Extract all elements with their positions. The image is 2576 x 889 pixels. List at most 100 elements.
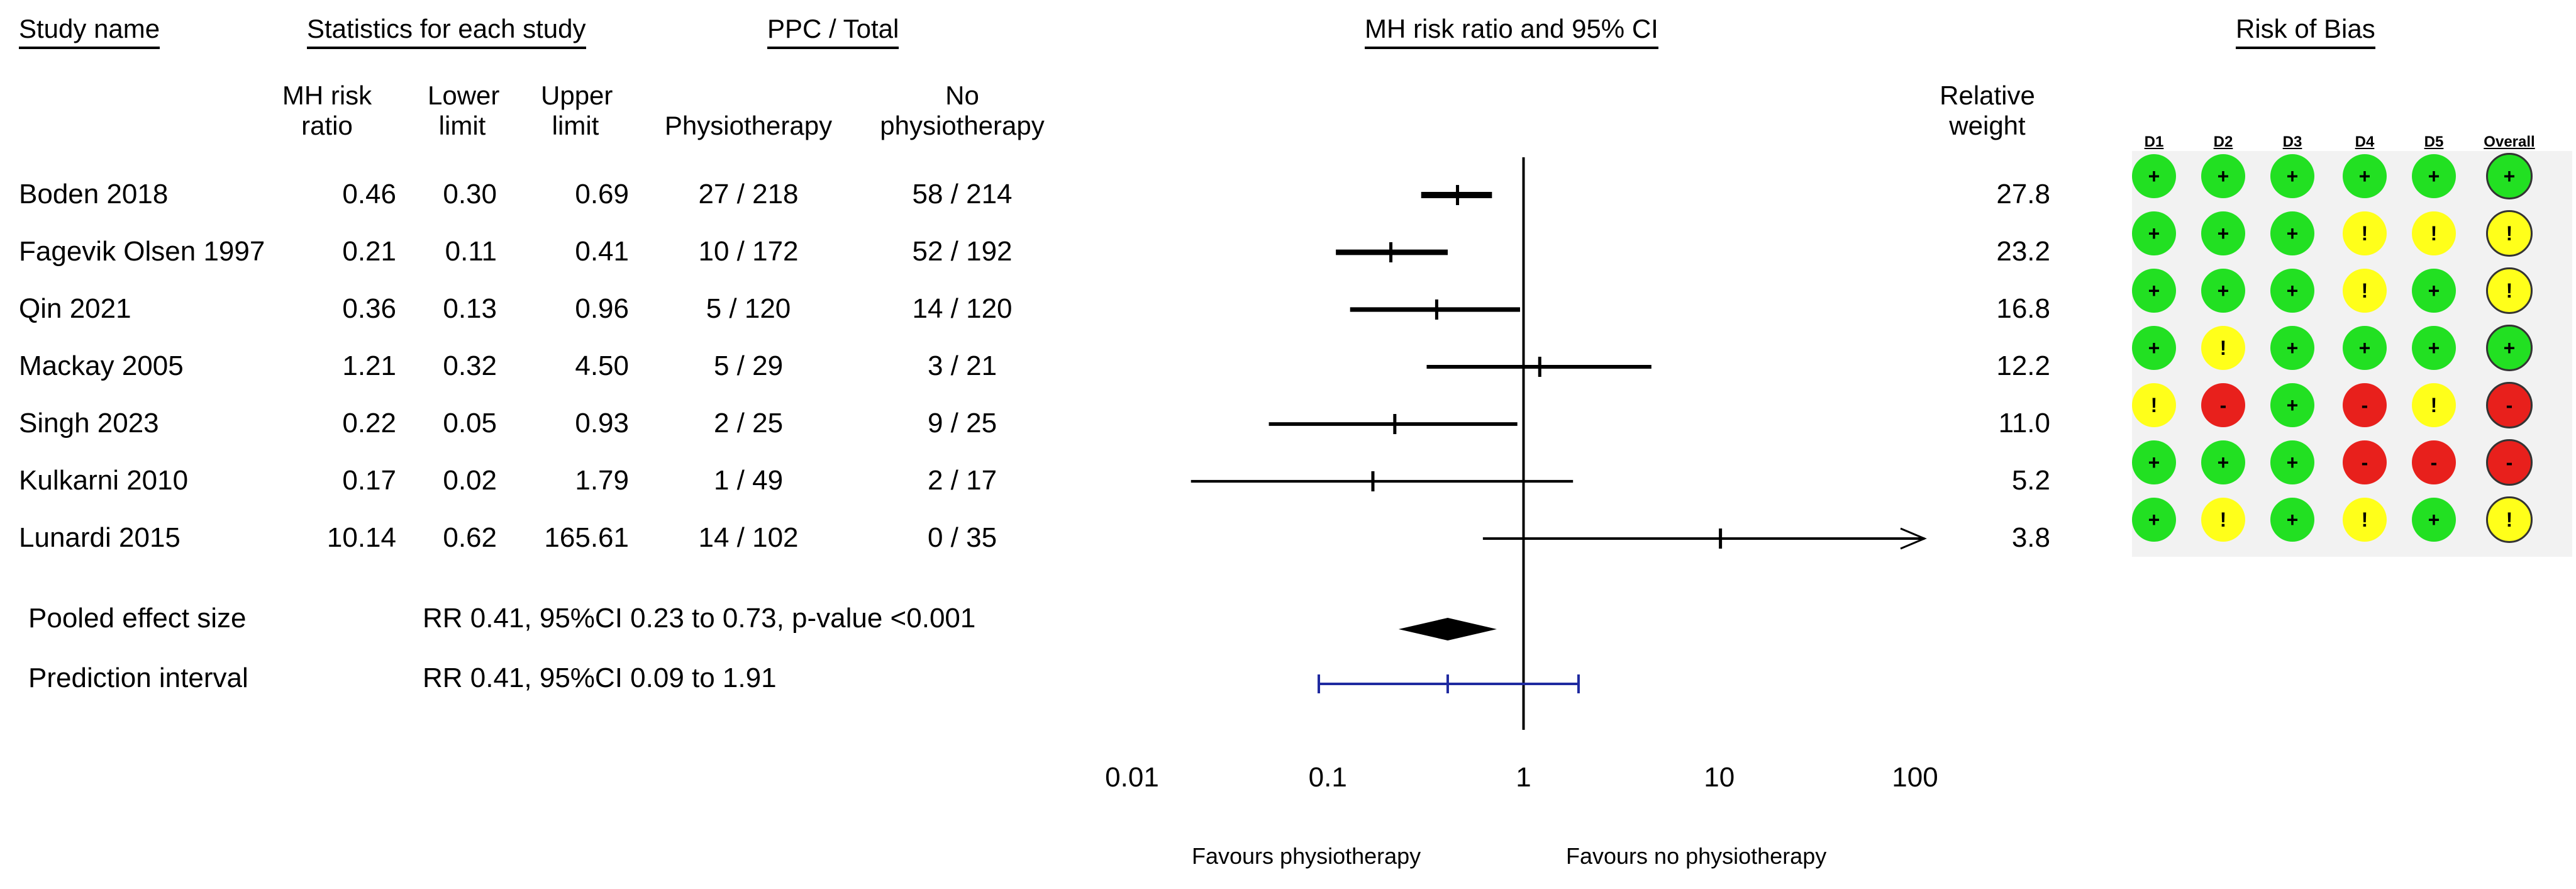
rob-low-icon: + — [2201, 211, 2245, 255]
study-lower-cell: 0.32 — [443, 350, 497, 381]
study-weight-cell: 27.8 — [1996, 179, 2050, 210]
rob-low-icon: + — [2412, 154, 2456, 198]
study-upper-cell: 0.96 — [575, 293, 629, 324]
subheader-nophysio-line1: No — [945, 81, 979, 110]
study-upper-cell: 1.79 — [575, 465, 629, 496]
study-name-cell: Boden 2018 — [19, 179, 169, 210]
study-weight-cell: 3.8 — [2011, 522, 2050, 553]
study-upper-cell: 165.61 — [544, 522, 629, 553]
rob-some-icon: ! — [2486, 210, 2533, 257]
rob-high-icon: - — [2343, 440, 2387, 484]
rob-domain-label: D1 — [2144, 133, 2164, 150]
study-lower-cell: 0.13 — [443, 293, 497, 324]
pooled-diamond — [1398, 618, 1497, 640]
study-lower-cell: 0.11 — [445, 236, 497, 267]
subheader-lower-line1: Lower — [428, 81, 500, 110]
study-weight-cell: 5.2 — [2011, 465, 2050, 496]
study-rr-cell: 0.22 — [342, 408, 396, 439]
rob-low-icon: + — [2270, 326, 2314, 370]
rob-domain-label: D5 — [2424, 133, 2444, 150]
rob-low-icon: + — [2343, 326, 2387, 370]
study-physio-cell: 5 / 120 — [706, 293, 791, 324]
study-lower-cell: 0.62 — [443, 522, 497, 553]
rob-low-icon: + — [2486, 153, 2533, 199]
study-name-cell: Singh 2023 — [19, 408, 159, 439]
study-rr-cell: 0.21 — [342, 236, 396, 267]
header-statistics: Statistics for each study — [307, 14, 586, 49]
study-name-cell: Qin 2021 — [19, 293, 131, 324]
study-rr-cell: 1.21 — [342, 350, 396, 381]
subheader-upper-line1: Upper — [541, 81, 613, 110]
rob-low-icon: + — [2412, 269, 2456, 313]
rob-high-icon: - — [2343, 383, 2387, 427]
study-upper-cell: 0.93 — [575, 408, 629, 439]
study-nophysio-cell: 58 / 214 — [912, 179, 1013, 210]
rob-low-icon: + — [2270, 211, 2314, 255]
pooled-text: RR 0.41, 95%CI 0.23 to 0.73, p-value <0.… — [423, 603, 976, 634]
rob-low-icon: + — [2132, 211, 2176, 255]
rob-low-icon: + — [2201, 440, 2245, 484]
study-name-cell: Mackay 2005 — [19, 350, 184, 381]
rob-domain-label: D4 — [2355, 133, 2375, 150]
subheader-mh-line1: MH risk — [282, 81, 372, 110]
subheader-physio: Physiotherapy — [664, 111, 833, 140]
rob-high-icon: - — [2201, 383, 2245, 427]
study-lower-cell: 0.05 — [443, 408, 497, 439]
rob-low-icon: + — [2343, 154, 2387, 198]
rob-low-icon: + — [2412, 498, 2456, 542]
study-nophysio-cell: 0 / 35 — [927, 522, 997, 553]
rob-some-icon: ! — [2343, 211, 2387, 255]
x-tick-label: 0.1 — [1309, 762, 1347, 793]
subheader-weight-line2: weight — [1949, 111, 2026, 140]
study-lower-cell: 0.30 — [443, 179, 497, 210]
rob-low-icon: + — [2270, 269, 2314, 313]
subheader-nophysio: No physiotherapy — [868, 81, 1057, 141]
rob-some-icon: ! — [2412, 211, 2456, 255]
study-physio-cell: 5 / 29 — [713, 350, 784, 381]
study-physio-cell: 10 / 172 — [698, 236, 799, 267]
favours-physio-label: Favours physiotherapy — [1192, 843, 1421, 869]
study-weight-cell: 23.2 — [1996, 236, 2050, 267]
study-weight-cell: 11.0 — [1998, 408, 2050, 439]
study-weight-cell: 16.8 — [1996, 293, 2050, 324]
study-upper-cell: 0.69 — [575, 179, 629, 210]
study-rr-cell: 0.36 — [342, 293, 396, 324]
rob-low-icon: + — [2270, 154, 2314, 198]
x-tick-label: 100 — [1892, 762, 1938, 793]
study-nophysio-cell: 3 / 21 — [927, 350, 997, 381]
prediction-text: RR 0.41, 95%CI 0.09 to 1.91 — [423, 663, 777, 693]
rob-high-icon: - — [2486, 439, 2533, 486]
rob-some-icon: ! — [2132, 383, 2176, 427]
rob-some-icon: ! — [2412, 383, 2456, 427]
study-upper-cell: 4.50 — [575, 350, 629, 381]
study-nophysio-cell: 2 / 17 — [927, 465, 997, 496]
rob-domain-label: Overall — [2484, 133, 2535, 150]
rob-low-icon: + — [2201, 154, 2245, 198]
header-study-name: Study name — [19, 14, 160, 49]
rob-low-icon: + — [2270, 440, 2314, 484]
header-mh-plot: MH risk ratio and 95% CI — [1365, 14, 1658, 49]
study-name-cell: Fagevik Olsen 1997 — [19, 236, 265, 267]
rob-low-icon: + — [2132, 440, 2176, 484]
rob-high-icon: - — [2486, 382, 2533, 428]
study-name-cell: Lunardi 2015 — [19, 522, 180, 553]
study-rr-cell: 10.14 — [326, 522, 396, 553]
subheader-mh-line2: ratio — [301, 111, 353, 140]
study-name-cell: Kulkarni 2010 — [19, 465, 189, 496]
study-physio-cell: 2 / 25 — [713, 408, 784, 439]
study-physio-cell: 27 / 218 — [698, 179, 799, 210]
rob-low-icon: + — [2486, 325, 2533, 371]
study-upper-cell: 0.41 — [575, 236, 629, 267]
rob-high-icon: - — [2412, 440, 2456, 484]
rob-low-icon: + — [2270, 498, 2314, 542]
study-physio-cell: 14 / 102 — [698, 522, 799, 553]
subheader-weight: Relative weight — [1924, 81, 2050, 141]
rob-low-icon: + — [2201, 269, 2245, 313]
favours-nophysio-label: Favours no physiotherapy — [1566, 843, 1827, 869]
rob-low-icon: + — [2132, 269, 2176, 313]
subheader-nophysio-line2: physiotherapy — [880, 111, 1045, 140]
ci-arrow — [1900, 527, 1927, 550]
rob-low-icon: + — [2132, 154, 2176, 198]
study-nophysio-cell: 52 / 192 — [912, 236, 1013, 267]
